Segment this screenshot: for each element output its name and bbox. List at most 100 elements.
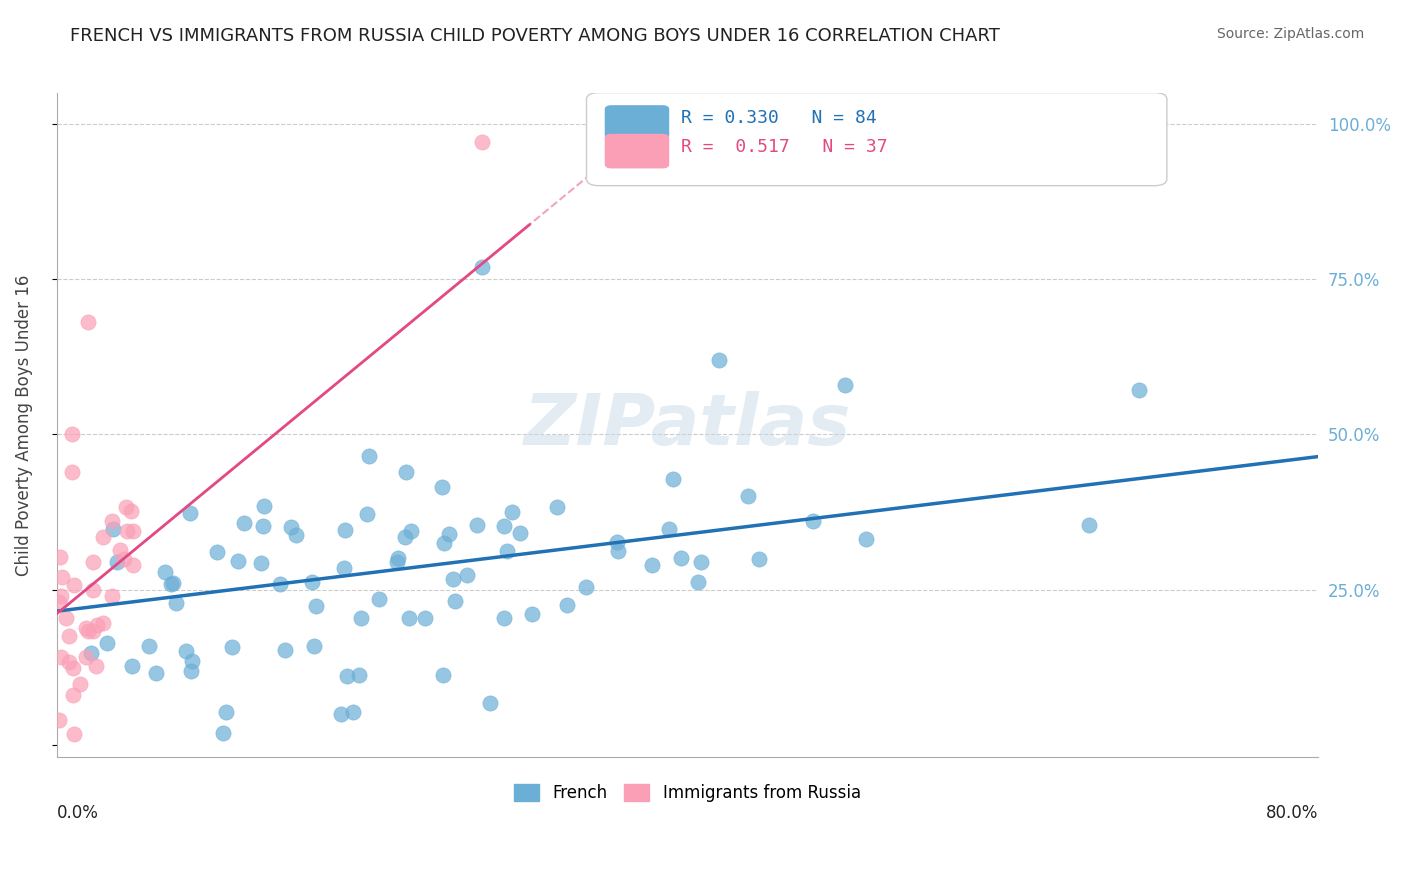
Point [855, 533, 877, 547]
Point [350, 611, 373, 625]
Point [101, 514, 124, 528]
Point [430, 480, 453, 494]
Point [413, 610, 436, 624]
Point [737, 489, 759, 503]
Point [249, 557, 271, 571]
Point [274, 643, 297, 657]
Point [145, 666, 167, 681]
Point [394, 530, 416, 544]
Point [501, 505, 523, 519]
Point [555, 598, 578, 612]
Point [79, 646, 101, 660]
Point [108, 543, 131, 558]
Point [121, 658, 143, 673]
Point [101, 589, 124, 603]
Point [748, 552, 770, 566]
Point [689, 555, 711, 569]
FancyBboxPatch shape [606, 106, 668, 139]
Point [333, 560, 356, 574]
Point [121, 558, 143, 572]
Y-axis label: Child Poverty Among Boys Under 16: Child Poverty Among Boys Under 16 [15, 275, 32, 575]
Point [215, 706, 238, 720]
Point [269, 576, 291, 591]
Point [76, 620, 98, 634]
Point [575, 580, 598, 594]
Text: ZIPatlas: ZIPatlas [524, 391, 851, 459]
Point [387, 550, 409, 565]
Text: Source: ZipAtlas.com: Source: ZipAtlas.com [1216, 27, 1364, 41]
Point [606, 535, 628, 549]
Point [546, 500, 568, 515]
Point [302, 640, 325, 654]
Point [180, 664, 202, 678]
Point [226, 554, 249, 568]
Point [211, 725, 233, 739]
Point [471, 136, 494, 150]
Point [101, 522, 124, 536]
Point [48, 595, 70, 609]
Point [165, 596, 187, 610]
Point [465, 517, 488, 532]
Point [138, 639, 160, 653]
Point [77, 316, 100, 330]
Point [112, 552, 135, 566]
Point [456, 568, 478, 582]
Point [280, 519, 302, 533]
Point [115, 500, 138, 515]
Point [60, 427, 83, 442]
Point [49, 649, 72, 664]
Point [60, 465, 83, 479]
Point [658, 522, 681, 536]
Point [478, 696, 501, 710]
Point [62, 688, 84, 702]
Point [86, 618, 108, 632]
Point [707, 352, 730, 367]
Point [63, 577, 86, 591]
Point [91, 530, 114, 544]
Point [49, 550, 72, 565]
Point [180, 654, 202, 668]
Point [433, 536, 456, 550]
Point [641, 558, 664, 573]
Point [301, 575, 323, 590]
FancyBboxPatch shape [606, 135, 668, 168]
Point [48, 713, 70, 727]
Point [252, 518, 274, 533]
Point [205, 545, 228, 559]
Point [520, 607, 543, 621]
Point [399, 524, 422, 539]
Point [58, 629, 80, 643]
Point [606, 544, 628, 558]
Point [1128, 383, 1150, 397]
Point [58, 656, 80, 670]
Point [834, 377, 856, 392]
Point [330, 706, 353, 721]
Point [1339, 197, 1361, 211]
Point [121, 524, 143, 539]
FancyBboxPatch shape [586, 93, 1167, 186]
Point [82, 624, 104, 639]
Point [336, 669, 359, 683]
Text: FRENCH VS IMMIGRANTS FROM RUSSIA CHILD POVERTY AMONG BOYS UNDER 16 CORRELATION C: FRENCH VS IMMIGRANTS FROM RUSSIA CHILD P… [70, 27, 1000, 45]
Point [76, 624, 98, 639]
Legend: French, Immigrants from Russia: French, Immigrants from Russia [508, 778, 868, 809]
Point [49, 590, 72, 604]
Point [153, 566, 176, 580]
Text: 80.0%: 80.0% [1265, 804, 1319, 822]
Point [1077, 518, 1099, 533]
Point [51, 569, 73, 583]
Point [305, 599, 328, 613]
Point [494, 610, 516, 624]
Point [162, 575, 184, 590]
Point [179, 506, 201, 520]
Point [69, 677, 91, 691]
Point [120, 504, 142, 518]
Point [385, 555, 408, 569]
Point [63, 727, 86, 741]
Point [432, 668, 454, 682]
Point [509, 526, 531, 541]
Point [105, 555, 128, 569]
Point [356, 507, 378, 521]
Point [494, 519, 516, 533]
Point [91, 615, 114, 630]
